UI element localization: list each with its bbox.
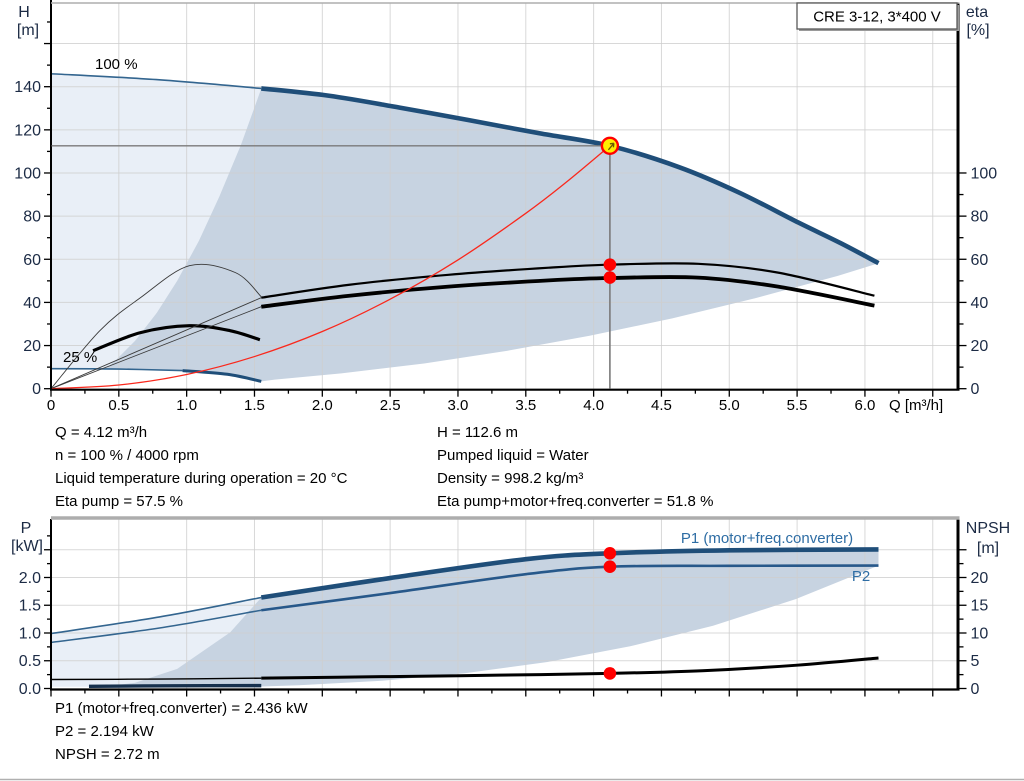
x-tick-label: 3.0 bbox=[448, 397, 469, 414]
x-tick-label: 2.5 bbox=[380, 397, 401, 414]
speed-label-25: 25 % bbox=[63, 349, 97, 366]
npsh-axis-title: NPSH bbox=[966, 520, 1010, 537]
p2-curve-extension bbox=[50, 609, 262, 644]
right-tick-label: 20 bbox=[971, 338, 989, 355]
left-tick-label: 0.0 bbox=[19, 681, 41, 698]
speed-envelope-light bbox=[51, 73, 262, 370]
info-density: Density = 998.2 kg/m³ bbox=[437, 470, 583, 487]
p1-curve-label: P1 (motor+freq.converter) bbox=[681, 530, 853, 547]
eta-leader-2 bbox=[50, 306, 262, 390]
left-tick-label: 2.0 bbox=[19, 570, 41, 587]
p1-curve-extension bbox=[50, 596, 262, 635]
left-tick-label: 1.0 bbox=[19, 625, 41, 642]
x-tick-label: 4.0 bbox=[583, 397, 604, 414]
duty-envelope-dark bbox=[103, 88, 879, 382]
left-tick-label: 100 bbox=[14, 165, 41, 182]
x-tick-label: 6.0 bbox=[855, 397, 876, 414]
x-tick-label: 2.0 bbox=[312, 397, 333, 414]
right-tick-label: 0 bbox=[971, 681, 980, 698]
operating-point-layer bbox=[51, 136, 620, 680]
left-tick-label: 0.5 bbox=[19, 653, 41, 670]
left-tick-label: 120 bbox=[14, 122, 41, 139]
eta-pump-curve bbox=[261, 262, 875, 299]
right-tick-label: 100 bbox=[971, 165, 998, 182]
result-npsh: NPSH = 2.72 m bbox=[55, 746, 160, 763]
x-tick-label: 1.5 bbox=[244, 397, 265, 414]
left-tick-label: 80 bbox=[23, 209, 41, 226]
eta-axis-title: eta bbox=[966, 4, 988, 21]
system-curve bbox=[50, 145, 611, 390]
info-liquid: Pumped liquid = Water bbox=[437, 447, 589, 464]
x-tick-label: 0 bbox=[47, 397, 55, 414]
x-tick-label: 5.5 bbox=[787, 397, 808, 414]
q-axis-unit: Q [m³/h] bbox=[889, 397, 943, 414]
npsh-axis-unit: [m] bbox=[977, 540, 999, 557]
left-tick-label: 0 bbox=[32, 381, 41, 398]
efficiency-point-marker bbox=[603, 271, 617, 284]
info-eta-total: Eta pump+motor+freq.converter = 51.8 % bbox=[437, 493, 713, 510]
right-tick-label: 15 bbox=[971, 598, 989, 615]
right-tick-label: 40 bbox=[971, 295, 989, 312]
efficiency-point-marker bbox=[603, 258, 617, 271]
p-axis-unit: [kW] bbox=[11, 538, 43, 555]
p2-curve-label: P2 bbox=[852, 568, 870, 585]
left-tick-label: 140 bbox=[14, 79, 41, 96]
power-envelope-dark bbox=[103, 549, 879, 687]
eta-leader-1 bbox=[50, 297, 262, 390]
gridlines-layer bbox=[51, 3, 957, 689]
left-tick-label: 1.5 bbox=[19, 598, 41, 615]
h-axis-unit: [m] bbox=[17, 22, 39, 39]
ticks-layer: 0 0.5 1.0 1.5 2.0 2.5 3.0 3.5 4.0 4.5 5.0 5.5 6.0 140… bbox=[14, 21, 998, 698]
badge-box bbox=[796, 2, 958, 30]
info-speed: n = 100 % / 4000 rpm bbox=[55, 447, 199, 464]
info-temperature: Liquid temperature during operation = 20… bbox=[55, 470, 348, 487]
right-tick-label: 10 bbox=[971, 625, 989, 642]
eta-total-curve bbox=[261, 275, 875, 309]
p2-point-marker bbox=[603, 560, 617, 574]
npsh-point-marker bbox=[603, 667, 617, 680]
pump-curve-25 bbox=[182, 369, 262, 383]
eta-total-25 bbox=[92, 324, 261, 353]
p2-curve bbox=[261, 564, 879, 612]
duty-point-marker bbox=[600, 136, 620, 156]
h-axis-title: H bbox=[18, 4, 30, 21]
labels-layer: H [m] eta [%] Q [m³/h] CRE 3-12, 3*400 V… bbox=[11, 2, 1010, 763]
speed-label-100: 100 % bbox=[95, 56, 138, 73]
left-tick-label: 40 bbox=[23, 295, 41, 312]
right-tick-label: 5 bbox=[971, 653, 980, 670]
p1-point-marker bbox=[603, 546, 617, 560]
info-head: H = 112.6 m bbox=[437, 424, 518, 441]
eta-arc-reduced-speed bbox=[50, 263, 262, 389]
pump-model-badge: CRE 3-12, 3*400 V bbox=[796, 2, 959, 31]
duty-point-arrow-icon bbox=[607, 142, 615, 151]
x-tick-label: 1.0 bbox=[176, 397, 197, 414]
pump-curve-25-extension bbox=[50, 367, 183, 372]
x-tick-label: 4.5 bbox=[651, 397, 672, 414]
npsh-curve-extension bbox=[50, 677, 262, 681]
right-tick-label: 20 bbox=[971, 570, 989, 587]
p1-curve-25 bbox=[88, 683, 262, 688]
pump-curve-100-extension bbox=[50, 72, 262, 90]
info-q: Q = 4.12 m³/h bbox=[55, 424, 147, 441]
right-tick-label: 60 bbox=[971, 252, 989, 269]
left-tick-label: 20 bbox=[23, 338, 41, 355]
x-tick-label: 3.5 bbox=[515, 397, 536, 414]
x-tick-label: 5.0 bbox=[719, 397, 740, 414]
right-tick-label: 0 bbox=[971, 381, 980, 398]
result-p2: P2 = 2.194 kW bbox=[55, 723, 155, 740]
info-eta-pump: Eta pump = 57.5 % bbox=[55, 493, 183, 510]
p1-curve bbox=[260, 547, 879, 600]
eta-axis-unit: [%] bbox=[966, 22, 989, 39]
result-p1: P1 (motor+freq.converter) = 2.436 kW bbox=[55, 700, 308, 717]
p-axis-title: P bbox=[21, 520, 32, 537]
badge-text: CRE 3-12, 3*400 V bbox=[813, 9, 941, 26]
x-tick-label: 0.5 bbox=[108, 397, 129, 414]
left-tick-label: 60 bbox=[23, 252, 41, 269]
npsh-curve bbox=[261, 656, 879, 680]
right-tick-label: 80 bbox=[971, 209, 989, 226]
